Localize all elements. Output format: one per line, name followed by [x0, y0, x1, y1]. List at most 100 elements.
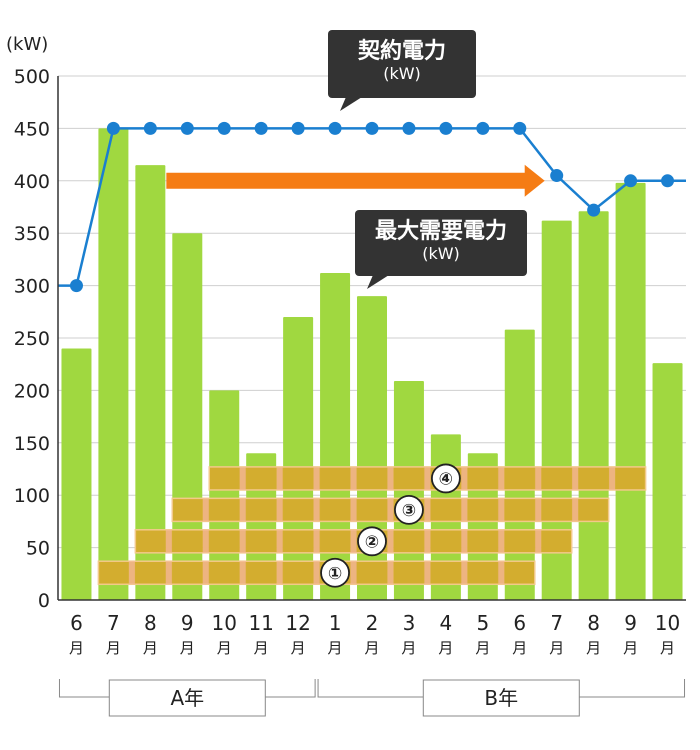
year-label-1: A年: [170, 686, 204, 710]
x-tick-suffix: 月: [401, 639, 416, 657]
band-gap: [350, 498, 357, 522]
x-tick-label: 6: [513, 611, 526, 635]
shift-arrow-shape: [166, 164, 545, 197]
contract-point-10: [402, 121, 416, 135]
band-gap: [535, 498, 542, 522]
x-tick-label: 1: [329, 611, 342, 635]
band-gap: [313, 466, 320, 490]
contract-point-8: [328, 121, 342, 135]
contract-point-9: [365, 121, 379, 135]
band-gap: [276, 561, 283, 585]
axes: 0 50 100 150 200 250 300 350 400 450 500 (kW) 6 月 7 月 8 月…: [6, 34, 686, 657]
band-number-label: ④: [439, 469, 453, 489]
band-number-label: ③: [402, 501, 416, 521]
contract-line: [58, 121, 686, 293]
band-gap: [165, 529, 172, 553]
y-tick-label: 300: [14, 276, 50, 298]
band-number-label: ①: [328, 564, 342, 584]
callouts: 契約電力(kW)最大需要電力(kW): [328, 30, 527, 289]
x-tick-label: 10: [655, 611, 680, 635]
band-gap: [424, 466, 431, 490]
band-gap: [202, 529, 209, 553]
x-tick-label: 7: [107, 611, 120, 635]
band-number-circle: [430, 463, 461, 494]
bar-15: [578, 211, 609, 600]
band-gap: [424, 529, 431, 553]
peak-callout-box: [355, 210, 527, 276]
contract-point-1: [69, 279, 83, 293]
contract-point-12: [476, 121, 490, 135]
band-gap: [461, 529, 468, 553]
band-gap: [498, 561, 505, 585]
y-tick-label: 350: [14, 223, 50, 245]
band-gap: [128, 561, 135, 585]
band-gap: [276, 529, 283, 553]
band-gap: [461, 466, 468, 490]
band-gap: [498, 529, 505, 553]
x-tick-label: 6: [70, 611, 83, 635]
x-tick-label: 4: [440, 611, 453, 635]
peak-callout-unit: (kW): [422, 244, 460, 263]
band-gap: [535, 529, 542, 553]
band-gap: [239, 561, 246, 585]
band-gap: [239, 466, 246, 490]
y-tick-label: 150: [14, 433, 50, 455]
x-tick-label: 5: [476, 611, 489, 635]
band-number-circle: [394, 494, 424, 525]
band-gap: [387, 561, 394, 585]
y-tick-label: 400: [14, 171, 50, 193]
band-gap: [350, 466, 357, 490]
x-tick-label: 10: [212, 611, 237, 635]
band-gap: [276, 466, 283, 490]
band-gap: [239, 529, 246, 553]
contract-point-4: [180, 121, 194, 135]
band-gap: [387, 498, 394, 522]
band-number-circle: [357, 526, 387, 557]
contract-point-2: [106, 121, 120, 135]
band-gap: [239, 498, 246, 522]
band-gap: [498, 466, 505, 490]
x-tick-suffix: 月: [143, 639, 158, 657]
x-tick-label: 12: [285, 611, 310, 635]
period-bands: ① ② ③ ④: [97, 463, 647, 588]
y-tick-label: 200: [14, 380, 50, 402]
band-gap: [535, 466, 542, 490]
band-gap: [165, 561, 172, 585]
contract-point-7: [291, 121, 305, 135]
bar-1: [61, 348, 92, 600]
band-gap: [313, 529, 320, 553]
contract-callout-tail: [340, 97, 362, 111]
x-tick-label: 3: [403, 611, 416, 635]
x-tick-suffix: 月: [438, 639, 453, 657]
year-label-2: B年: [484, 686, 518, 710]
x-tick-suffix: 月: [291, 639, 306, 657]
band-gap: [609, 466, 616, 490]
x-tick-suffix: 月: [549, 639, 564, 657]
peak-callout-tail: [367, 275, 389, 289]
contract-callout-unit: (kW): [383, 64, 421, 83]
x-tick-suffix: 月: [328, 639, 343, 657]
x-tick-suffix: 月: [254, 639, 269, 657]
bar-3: [135, 165, 166, 600]
x-tick-label: 8: [144, 611, 157, 635]
band-gap: [313, 498, 320, 522]
peak-callout-title: 最大需要電力: [375, 219, 507, 244]
x-tick-suffix: 月: [364, 639, 379, 657]
x-tick-label: 7: [550, 611, 563, 635]
bar-16: [615, 182, 646, 600]
x-tick-label: 9: [624, 611, 637, 635]
contract-point-16: [624, 174, 638, 188]
contract-point-13: [513, 121, 527, 135]
band-gap: [313, 561, 320, 585]
year-label-box-2: [422, 679, 580, 717]
year-label-box-1: [108, 679, 266, 717]
y-tick-label: 250: [14, 328, 50, 350]
y-tick-label: 500: [14, 66, 50, 88]
band-number-label: ②: [365, 532, 379, 552]
y-tick-label: 0: [38, 590, 50, 612]
contract-point-15: [587, 203, 601, 217]
band-gap: [461, 561, 468, 585]
band-number-circle: [320, 557, 350, 588]
band-gap: [572, 466, 579, 490]
